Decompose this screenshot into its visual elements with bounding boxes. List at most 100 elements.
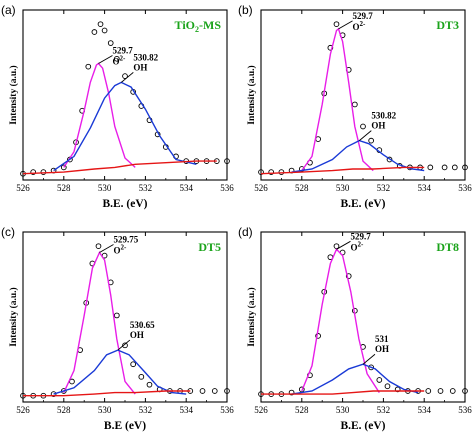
x-tick-label: 532 bbox=[377, 405, 391, 415]
o2-fit-line bbox=[63, 251, 136, 395]
data-point bbox=[425, 388, 432, 394]
o2-fit-line bbox=[301, 248, 380, 393]
data-point bbox=[451, 164, 458, 171]
o2-peak-label: 529.75 bbox=[114, 234, 139, 244]
data-point bbox=[146, 381, 153, 388]
panel-title: DT5 bbox=[198, 240, 221, 254]
oh-annotation-leader bbox=[117, 339, 131, 351]
oh-annotation-leader bbox=[121, 72, 134, 83]
data-point bbox=[368, 364, 375, 371]
o2-annotation-leader bbox=[98, 55, 113, 64]
panel-title-subscript: 2 bbox=[195, 25, 199, 34]
panel-title-suffix: -MS bbox=[199, 18, 221, 32]
plot-frame bbox=[22, 231, 228, 403]
data-point bbox=[113, 55, 120, 62]
x-tick-label: 526 bbox=[16, 405, 30, 415]
o2-species-label: O2- bbox=[114, 243, 128, 255]
data-point bbox=[360, 123, 366, 130]
o2-species-label: O2- bbox=[353, 20, 367, 32]
data-point bbox=[97, 21, 104, 28]
o2-annotation-leader bbox=[338, 20, 353, 30]
x-tick-label: 532 bbox=[139, 183, 153, 193]
data-point bbox=[441, 164, 448, 171]
data-point bbox=[50, 391, 57, 397]
data-point bbox=[224, 158, 230, 164]
x-tick-label: 528 bbox=[57, 183, 71, 193]
oh-fit-line bbox=[291, 139, 425, 173]
data-point bbox=[95, 243, 102, 250]
data-point bbox=[298, 386, 305, 393]
o2-peak-label: 529.7 bbox=[350, 231, 371, 241]
x-tick-label: 530 bbox=[98, 183, 112, 193]
data-point bbox=[327, 44, 334, 51]
o2-species-name: O bbox=[112, 57, 119, 67]
o2-peak-label: 529.7 bbox=[353, 11, 374, 21]
x-axis-label: B.E. (eV) bbox=[102, 198, 147, 210]
x-tick-label: 536 bbox=[458, 183, 472, 193]
data-point bbox=[427, 164, 434, 171]
o2-species-charge: 2- bbox=[360, 20, 367, 28]
x-tick-label: 536 bbox=[220, 183, 234, 193]
oh-annotation-leader bbox=[359, 130, 372, 141]
x-tick-label: 528 bbox=[295, 183, 309, 193]
o2-fit-line bbox=[63, 62, 136, 168]
data-point bbox=[384, 383, 391, 390]
panel-title-main: TiO bbox=[175, 18, 195, 32]
oh-species-label: OH bbox=[130, 330, 144, 340]
data-point bbox=[437, 388, 444, 394]
data-point bbox=[268, 169, 275, 175]
data-point bbox=[101, 27, 108, 34]
oh-species-label: OH bbox=[371, 121, 385, 131]
oh-peak-label: 530.65 bbox=[130, 320, 155, 330]
panel-title: DT3 bbox=[436, 18, 459, 32]
data-point bbox=[351, 101, 358, 108]
data-point bbox=[60, 164, 67, 171]
data-point bbox=[449, 388, 456, 394]
oh-peak-label: 530.82 bbox=[133, 52, 158, 62]
data-point bbox=[30, 169, 37, 175]
background-fit-line bbox=[260, 166, 425, 175]
o2-species-charge: 2- bbox=[357, 240, 364, 248]
y-axis-label: Intensity (a.u.) bbox=[246, 287, 257, 346]
oh-fit-line bbox=[53, 81, 197, 172]
data-point bbox=[130, 361, 137, 368]
data-point bbox=[333, 21, 340, 28]
data-point bbox=[85, 63, 92, 70]
chart-panel: (c) 526 528 530 532 534 536 B.E (eV) Intensity (… bbox=[1, 225, 234, 432]
x-tick-label: 530 bbox=[98, 405, 112, 415]
o2-species-charge: 2- bbox=[121, 243, 128, 251]
data-point bbox=[368, 137, 375, 144]
background-fit-line bbox=[261, 390, 425, 395]
x-tick-label: 534 bbox=[417, 405, 431, 415]
background-fit-line bbox=[22, 160, 217, 175]
o2-species-label: O2- bbox=[350, 240, 364, 252]
data-point bbox=[278, 169, 285, 175]
panel-label: (c) bbox=[1, 225, 15, 239]
plot-frame bbox=[22, 9, 228, 181]
x-tick-label: 534 bbox=[417, 183, 431, 193]
oh-species-label: OH bbox=[133, 62, 147, 72]
x-tick-label: 526 bbox=[16, 183, 30, 193]
data-point bbox=[288, 389, 295, 396]
data-point bbox=[122, 342, 128, 349]
o2-fit-line bbox=[301, 27, 374, 172]
background-fit-line bbox=[23, 390, 191, 397]
o2-peak-label: 529.7 bbox=[112, 46, 133, 56]
panel-label: (b) bbox=[238, 3, 253, 17]
data-point bbox=[462, 388, 468, 394]
chart-panel: (b) 526 528 530 532 534 536 B.E. (eV) Intensity … bbox=[238, 3, 472, 210]
oh-annotation-leader bbox=[362, 353, 376, 365]
data-point bbox=[315, 333, 321, 339]
x-axis-label: B.E (eV) bbox=[104, 420, 146, 432]
data-point bbox=[224, 388, 230, 394]
x-tick-label: 526 bbox=[254, 405, 268, 415]
x-tick-label: 532 bbox=[139, 405, 153, 415]
o2-annotation-leader bbox=[99, 244, 114, 253]
data-point bbox=[386, 156, 393, 163]
oh-peak-label: 530.82 bbox=[371, 111, 396, 121]
y-axis-label: Intensity (a.u.) bbox=[246, 65, 257, 124]
x-tick-label: 534 bbox=[179, 183, 193, 193]
o2-species-name: O bbox=[353, 22, 360, 32]
x-tick-label: 530 bbox=[336, 405, 350, 415]
